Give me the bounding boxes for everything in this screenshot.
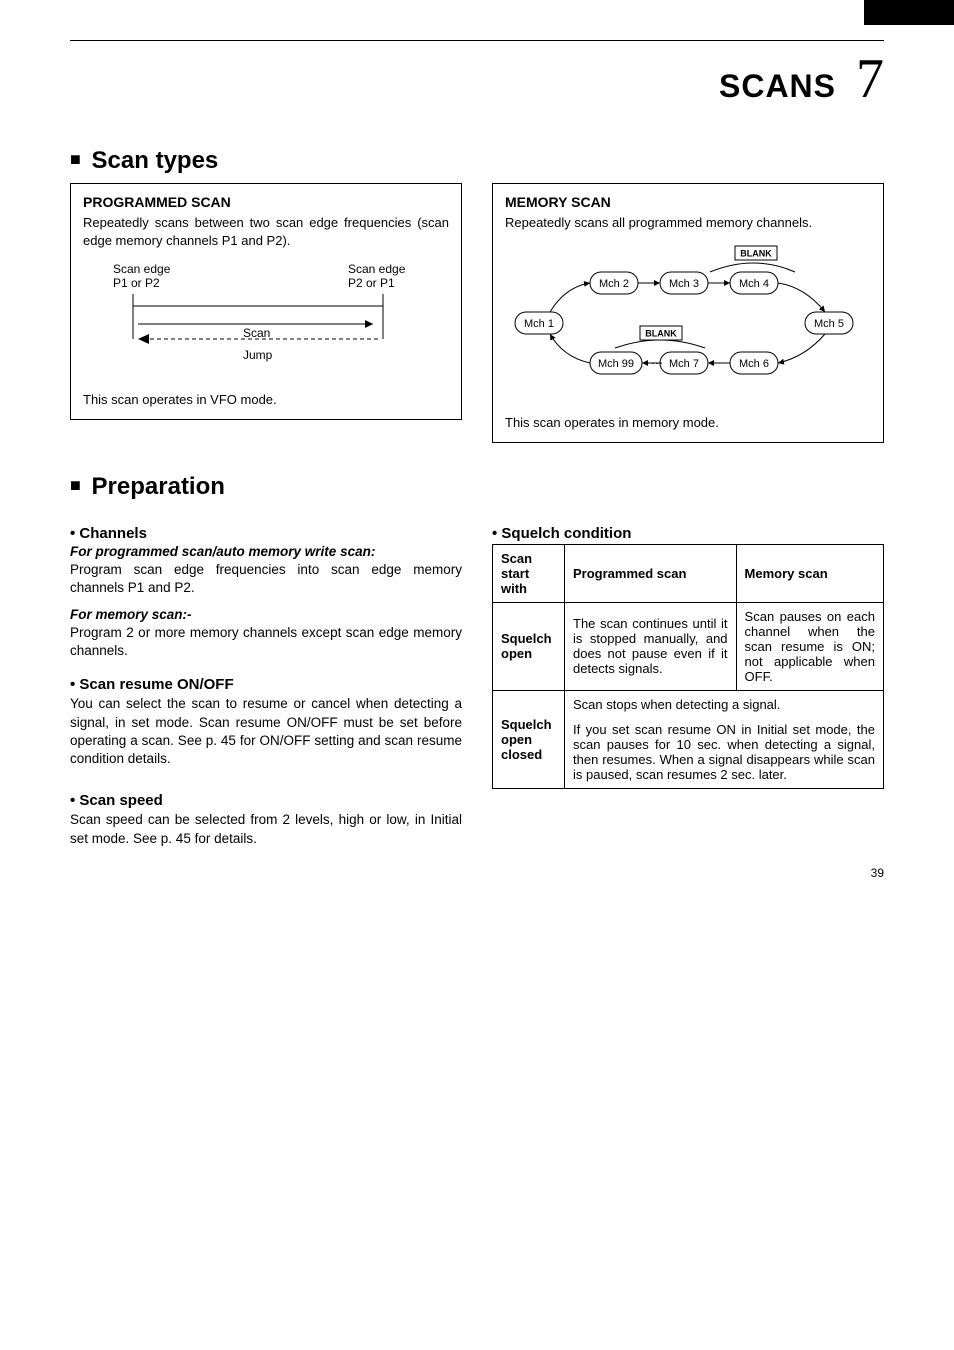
preparation-right-col: • Squelch condition Scan start with Prog… bbox=[492, 509, 884, 858]
diagram-label: Scan edge bbox=[113, 262, 171, 276]
channels-mem-body: Program 2 or more memory channels except… bbox=[70, 624, 462, 660]
td-open-closed-body: Scan stops when detecting a signal. If y… bbox=[565, 690, 884, 788]
table-row: Squelch open The scan continues until it… bbox=[493, 602, 884, 690]
diagram-scan-label: Scan bbox=[243, 326, 270, 340]
mch-node: Mch 3 bbox=[669, 278, 699, 290]
diagram-label: P1 or P2 bbox=[113, 276, 160, 290]
section-preparation-heading: ■ Preparation bbox=[70, 473, 884, 501]
preparation-left-col: • Channels For programmed scan/auto memo… bbox=[70, 509, 462, 858]
section-scan-types-heading: ■ Scan types bbox=[70, 147, 884, 175]
page-container: SCANS 7 ■ Scan types PROGRAMMED SCAN Rep… bbox=[0, 0, 954, 898]
td-squelch-open: Squelch open bbox=[493, 602, 565, 690]
row2-line2: If you set scan resume ON in Initial set… bbox=[573, 722, 875, 782]
memory-scan-col: MEMORY SCAN Repeatedly scans all program… bbox=[492, 183, 884, 443]
table-row: Squelch open closed Scan stops when dete… bbox=[493, 690, 884, 788]
squelch-heading: • Squelch condition bbox=[492, 525, 884, 542]
td-prog-open: The scan continues until it is stopped m… bbox=[565, 602, 737, 690]
channels-mem-em: For memory scan:- bbox=[70, 607, 462, 622]
section-heading-text: Preparation bbox=[92, 473, 225, 500]
row2-line1: Scan stops when detecting a signal. bbox=[573, 697, 875, 712]
mch-node: Mch 1 bbox=[524, 318, 554, 330]
ellipsis-icon: ⋯ bbox=[651, 356, 663, 370]
programmed-scan-desc: Repeatedly scans between two scan edge f… bbox=[83, 214, 449, 249]
th-memory: Memory scan bbox=[736, 544, 883, 602]
table-row: Scan start with Programmed scan Memory s… bbox=[493, 544, 884, 602]
th-start-with: Scan start with bbox=[493, 544, 565, 602]
chapter-title: SCANS bbox=[719, 68, 836, 105]
programmed-scan-svg: Scan edge P1 or P2 Scan edge P2 or P1 bbox=[83, 259, 433, 379]
programmed-scan-box: PROGRAMMED SCAN Repeatedly scans between… bbox=[70, 183, 462, 420]
speed-heading: • Scan speed bbox=[70, 792, 462, 809]
memory-scan-svg: Mch 1 Mch 2 Mch 3 Mch 4 Mch 5 Mch 6 bbox=[505, 242, 865, 402]
memory-scan-title: MEMORY SCAN bbox=[505, 194, 871, 210]
diagram-jump-label: Jump bbox=[243, 348, 273, 362]
chapter-number: 7 bbox=[856, 51, 884, 107]
memory-scan-desc: Repeatedly scans all programmed memory c… bbox=[505, 214, 871, 232]
square-bullet-icon: ■ bbox=[70, 475, 81, 495]
td-mem-open: Scan pauses on each channel when the sca… bbox=[736, 602, 883, 690]
memory-scan-box: MEMORY SCAN Repeatedly scans all program… bbox=[492, 183, 884, 443]
square-bullet-icon: ■ bbox=[70, 149, 81, 169]
mch-node: Mch 5 bbox=[814, 318, 844, 330]
mch-node: Mch 99 bbox=[598, 358, 634, 370]
squelch-table: Scan start with Programmed scan Memory s… bbox=[492, 544, 884, 789]
th-programmed: Programmed scan bbox=[565, 544, 737, 602]
scan-types-columns: PROGRAMMED SCAN Repeatedly scans between… bbox=[70, 183, 884, 443]
preparation-columns: • Channels For programmed scan/auto memo… bbox=[70, 509, 884, 858]
diagram-label: Scan edge bbox=[348, 262, 406, 276]
channels-prog-em: For programmed scan/auto memory write sc… bbox=[70, 544, 462, 559]
diagram-label: P2 or P1 bbox=[348, 276, 395, 290]
programmed-scan-title: PROGRAMMED SCAN bbox=[83, 194, 449, 210]
channels-heading: • Channels bbox=[70, 525, 462, 542]
programmed-scan-footer: This scan operates in VFO mode. bbox=[83, 392, 449, 407]
programmed-scan-col: PROGRAMMED SCAN Repeatedly scans between… bbox=[70, 183, 462, 443]
td-squelch-open-closed: Squelch open closed bbox=[493, 690, 565, 788]
memory-scan-diagram: Mch 1 Mch 2 Mch 3 Mch 4 Mch 5 Mch 6 bbox=[505, 242, 871, 405]
resume-body: You can select the scan to resume or can… bbox=[70, 695, 462, 768]
channels-prog-body: Program scan edge frequencies into scan … bbox=[70, 561, 462, 597]
mch-node: Mch 4 bbox=[739, 278, 769, 290]
mch-node: Mch 2 bbox=[599, 278, 629, 290]
speed-body: Scan speed can be selected from 2 levels… bbox=[70, 811, 462, 847]
memory-scan-footer: This scan operates in memory mode. bbox=[505, 415, 871, 430]
top-rule bbox=[70, 40, 884, 41]
section-heading-text: Scan types bbox=[92, 147, 219, 174]
programmed-scan-diagram: Scan edge P1 or P2 Scan edge P2 or P1 bbox=[83, 259, 449, 382]
mch-node: Mch 6 bbox=[739, 358, 769, 370]
blank-label: BLANK bbox=[740, 248, 772, 258]
chapter-header: SCANS 7 bbox=[70, 51, 884, 107]
page-number: 39 bbox=[871, 866, 884, 880]
blank-label: BLANK bbox=[645, 328, 677, 338]
resume-heading: • Scan resume ON/OFF bbox=[70, 676, 462, 693]
mch-node: Mch 7 bbox=[669, 358, 699, 370]
